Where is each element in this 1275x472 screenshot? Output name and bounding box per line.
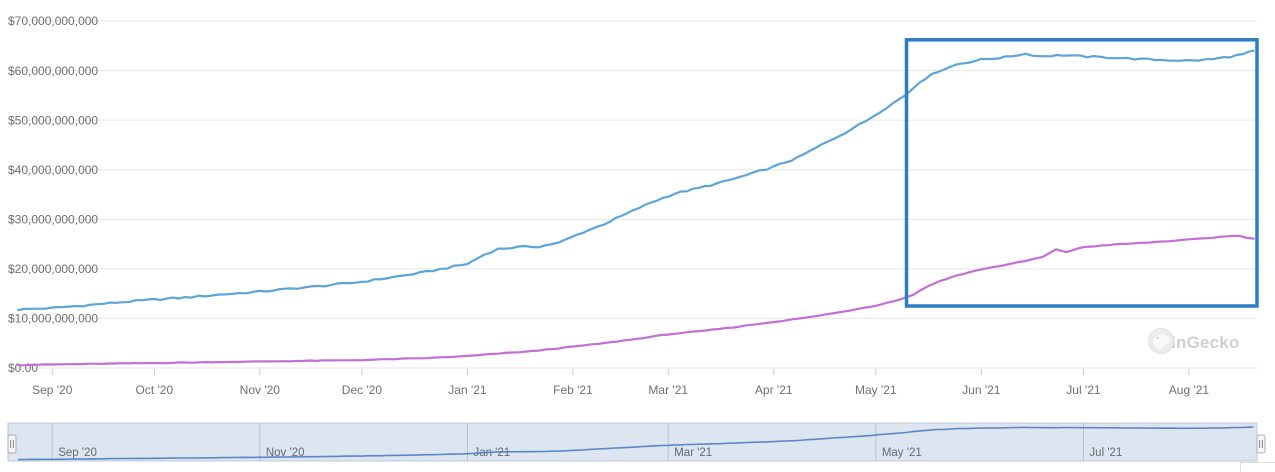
x-axis-tick-marks [51,368,1190,375]
y-axis-label: $40,000,000,000 [8,163,98,177]
navigator-series-line [18,426,1254,461]
navigator-month-label: Nov '20 [266,447,305,459]
y-axis-label: $20,000,000,000 [8,262,98,276]
y-axis-label: $50,000,000,000 [8,113,98,127]
navigator-month-label: May '21 [882,447,922,459]
navigator-gridlines [51,423,1084,461]
navigator-month-label: Sep '20 [58,447,97,459]
navigator-month-label: Mar '21 [674,447,712,459]
x-axis-label: Aug '21 [1169,383,1210,397]
navigator-handle-grip[interactable] [7,434,17,454]
highlight-box [904,38,1259,308]
navigator-month-label: Jul '21 [1089,447,1122,459]
y-axis-label: $10,000,000,000 [8,312,98,326]
navigator-month-labels: Sep '20 Nov '20 Jan '21 Mar '21 May '21 Jul '… [58,447,1122,459]
x-axis-label: Jan '21 [448,383,487,397]
x-axis-label: Oct '20 [136,383,174,397]
x-axis-label: Mar '21 [648,383,688,397]
series-lines [17,49,1255,367]
y-axis-labels: $0.00 $10,000,000,000 $20,000,000,000 $30,0… [8,14,98,375]
series-line-blue [17,49,1255,312]
x-axis-label: Jul '21 [1066,383,1101,397]
x-axis-label: Jun '21 [962,383,1001,397]
y-gridlines [8,20,1257,369]
x-axis-label: Feb '21 [553,383,593,397]
x-axis-label: May '21 [855,383,897,397]
y-axis-label: $70,000,000,000 [8,14,98,28]
x-axis-label: Sep '20 [32,383,73,397]
x-axis-label: Apr '21 [755,383,793,397]
scrollbar-corner [1240,462,1275,472]
y-axis-label: $0.00 [8,361,38,375]
range-navigator[interactable]: Sep '20 Nov '20 Jan '21 Mar '21 May '21 Jul '… [7,422,1266,462]
navigator-right-handle[interactable] [1256,434,1266,454]
navigator-left-handle[interactable] [7,434,17,454]
navigator-track[interactable] [7,422,1258,462]
y-axis-label: $60,000,000,000 [8,64,98,78]
x-axis-label: Nov '20 [240,383,281,397]
navigator-handle-grip[interactable] [1256,434,1266,454]
x-axis-label: Dec '20 [342,383,383,397]
series-line-purple [17,234,1255,367]
y-axis-label: $30,000,000,000 [8,212,98,226]
x-axis-labels: Sep '20 Oct '20 Nov '20 Dec '20 Jan '21 Feb '… [32,383,1209,397]
